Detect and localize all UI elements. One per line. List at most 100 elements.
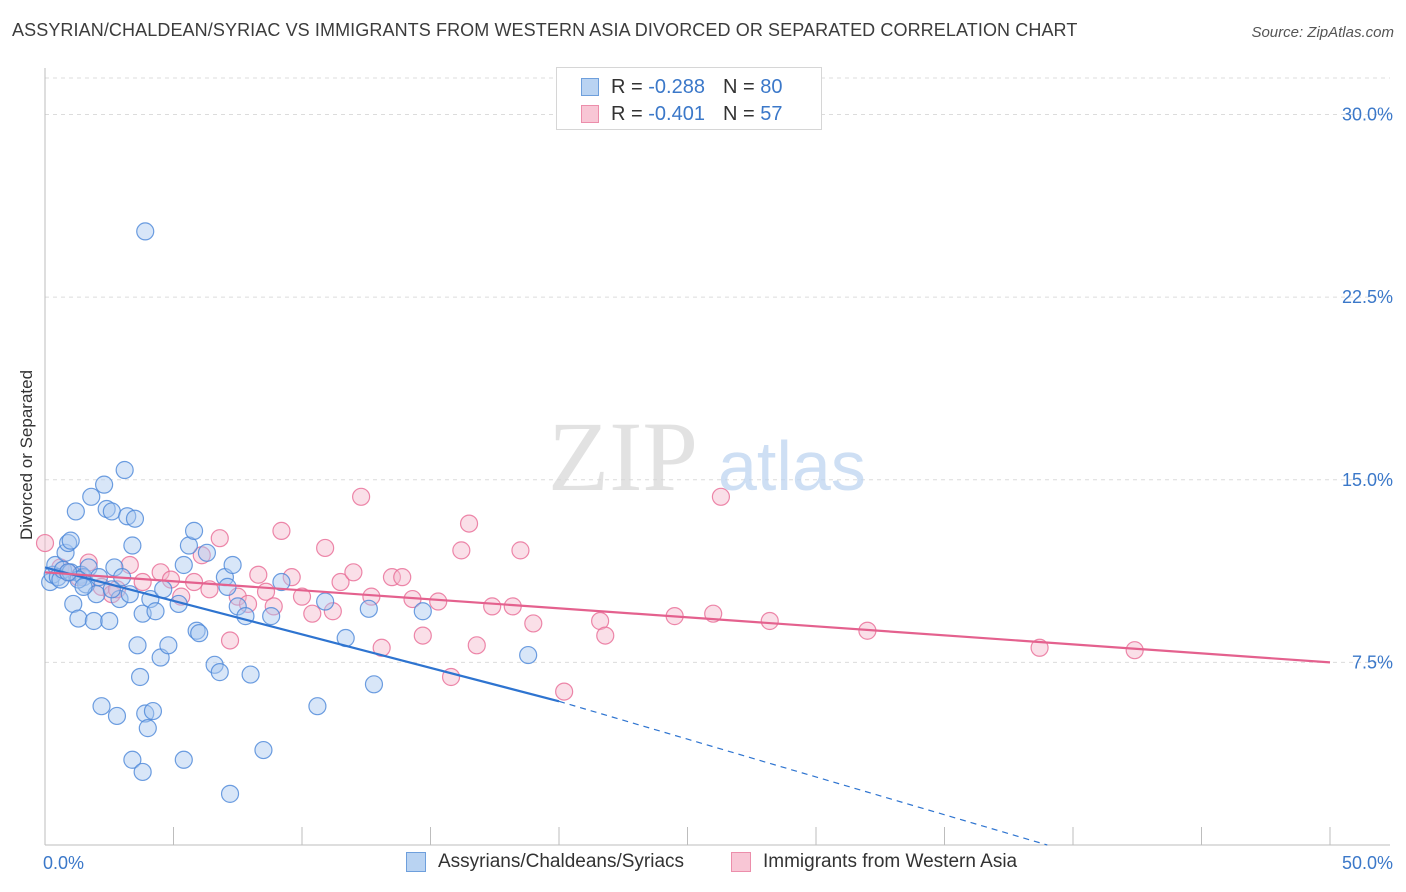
source-label: Source: ZipAtlas.com <box>1251 24 1394 41</box>
watermark-zip: ZIP <box>548 401 698 512</box>
data-point <box>133 572 152 592</box>
watermark-atlas: atlas <box>718 427 866 505</box>
data-point <box>316 592 335 611</box>
y-tick-label: 15.0% <box>1342 470 1393 490</box>
data-point <box>323 602 342 621</box>
data-point <box>359 599 378 618</box>
data-point <box>69 609 88 628</box>
data-point <box>555 682 574 701</box>
y-tick-label: 30.0% <box>1342 105 1393 125</box>
legend-n-value: 57 <box>760 102 783 125</box>
data-point <box>84 611 103 631</box>
data-point <box>272 521 291 540</box>
data-point <box>190 624 209 643</box>
data-point <box>110 589 129 609</box>
series-label: Immigrants from Western Asia <box>763 851 1018 872</box>
data-point <box>218 577 237 596</box>
legend-row-blue: R = -0.288 N = 80 <box>581 74 782 100</box>
data-point <box>331 572 350 592</box>
data-point <box>128 636 147 655</box>
data-point <box>483 597 502 616</box>
data-point <box>760 611 779 631</box>
legend-r-label: R = <box>611 102 649 125</box>
data-point <box>249 565 268 584</box>
data-point <box>130 667 150 687</box>
y-tick-label: 7.5% <box>1352 652 1393 672</box>
data-point <box>220 784 240 803</box>
data-point <box>35 533 55 553</box>
data-point <box>303 604 322 623</box>
data-point <box>197 543 217 562</box>
data-point <box>59 533 78 553</box>
data-point <box>1030 638 1049 657</box>
y-axis-label: Divorced or Separated <box>17 369 36 541</box>
legend-swatch-pink <box>581 105 599 123</box>
data-point <box>429 592 448 611</box>
data-point <box>272 572 291 592</box>
data-point <box>352 487 371 506</box>
data-point <box>115 460 134 480</box>
data-point <box>143 701 163 721</box>
legend-n-label: N = <box>722 102 761 125</box>
data-point <box>125 509 145 528</box>
legend-swatch-blue <box>581 78 599 96</box>
legend-n-value: 80 <box>760 75 783 98</box>
trend-line-blue <box>44 566 560 703</box>
data-point <box>123 750 142 769</box>
data-point <box>174 750 193 769</box>
data-point <box>524 614 543 633</box>
data-point <box>95 475 114 494</box>
legend-r-value: -0.288 <box>648 75 705 98</box>
data-point <box>344 563 363 582</box>
data-point <box>254 740 273 760</box>
data-point <box>61 531 80 550</box>
data-point <box>382 568 402 587</box>
series-legend-item-blue: Assyrians/Chaldeans/Syriacs <box>406 851 684 873</box>
series-swatch-blue <box>406 852 426 872</box>
data-point <box>413 626 432 645</box>
data-point <box>596 626 615 645</box>
series-swatch-pink <box>731 852 751 872</box>
watermark: ZIP atlas <box>548 401 866 512</box>
chart-title: ASSYRIAN/CHALDEAN/SYRIAC VS IMMIGRANTS F… <box>12 20 1078 40</box>
data-point <box>711 487 731 506</box>
trend-line-pink <box>44 571 1331 664</box>
data-point <box>107 706 127 726</box>
data-point <box>282 568 301 587</box>
x-tick-label: 0.0% <box>43 853 84 873</box>
data-point <box>138 719 157 738</box>
data-point <box>228 597 247 616</box>
series-label: Assyrians/Chaldeans/Syriacs <box>438 851 685 872</box>
data-point <box>187 621 206 640</box>
data-point <box>159 636 178 655</box>
data-point <box>316 538 335 558</box>
series-legend: Assyrians/Chaldeans/Syriacs Immigrants f… <box>0 851 1406 877</box>
data-point <box>452 541 471 560</box>
correlation-legend: R = -0.288 N = 80 R = -0.401 N = 57 <box>556 67 822 130</box>
data-point <box>82 487 101 506</box>
data-point <box>146 602 165 621</box>
series-legend-item-pink: Immigrants from Western Asia <box>731 851 1017 873</box>
legend-r-label: R = <box>611 75 649 98</box>
data-point <box>105 558 124 577</box>
y-tick-label: 22.5% <box>1342 287 1393 307</box>
data-point <box>210 529 229 548</box>
data-point <box>102 502 121 521</box>
data-point <box>519 645 538 665</box>
data-point <box>100 611 119 631</box>
data-point <box>92 697 111 716</box>
legend-n-label: N = <box>722 75 761 98</box>
data-point <box>74 577 93 596</box>
data-point <box>133 762 152 782</box>
data-point <box>174 555 193 575</box>
data-point <box>413 602 432 621</box>
data-point <box>459 514 479 533</box>
data-point <box>210 663 229 682</box>
data-point <box>136 222 155 241</box>
data-point <box>220 631 240 650</box>
x-tick-label: 50.0% <box>1342 853 1393 873</box>
data-point <box>241 665 260 684</box>
trend-line-blue-extrapolated <box>558 700 1048 846</box>
data-point <box>184 521 204 540</box>
